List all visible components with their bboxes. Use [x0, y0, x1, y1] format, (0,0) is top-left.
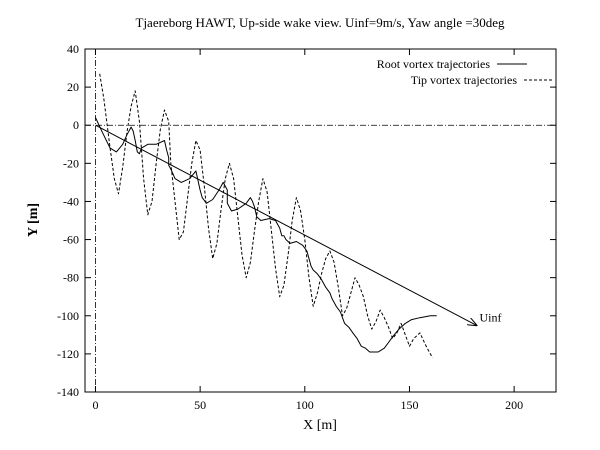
- x-tick-label: 0: [92, 398, 98, 412]
- y-tick-label: 20: [67, 80, 79, 94]
- x-tick-label: 100: [296, 398, 314, 412]
- y-tick-label: -80: [63, 271, 79, 285]
- plot-frame: [84, 48, 557, 393]
- y-axis-label: Y [m]: [26, 203, 41, 237]
- y-tick-label: -100: [57, 309, 79, 323]
- x-tick-label: 150: [400, 398, 418, 412]
- uinf-arrow-label: Uinf: [479, 310, 501, 324]
- root-vortex-line: [95, 117, 437, 353]
- arrow-layer: Uinf: [95, 124, 501, 325]
- y-tick-label: -20: [63, 156, 79, 170]
- y-tick-label: -140: [57, 385, 79, 399]
- legend: Root vortex trajectories Tip vortex traj…: [377, 57, 554, 87]
- legend-label-root: Root vortex trajectories: [377, 57, 491, 71]
- uinf-arrow: [95, 124, 476, 325]
- axes-layer: 0 50 100 150 20040200-20-40-60-80-100-120-14…: [57, 42, 556, 412]
- chart-title: Tjaereborg HAWT, Up-side wake view. Uinf…: [136, 15, 505, 30]
- y-tick-label: 40: [67, 42, 79, 56]
- x-tick-label: 200: [505, 398, 523, 412]
- tip-vortex-line: [99, 73, 433, 358]
- y-tick-label: -40: [63, 194, 79, 208]
- series-layer: [95, 73, 437, 358]
- y-tick-label: -60: [63, 233, 79, 247]
- x-tick-label: 50: [194, 398, 206, 412]
- x-axis-label: X [m]: [303, 418, 337, 433]
- y-tick-label: -120: [57, 347, 79, 361]
- y-tick-label: 0: [73, 118, 79, 132]
- legend-label-tip: Tip vortex trajectories: [411, 73, 518, 87]
